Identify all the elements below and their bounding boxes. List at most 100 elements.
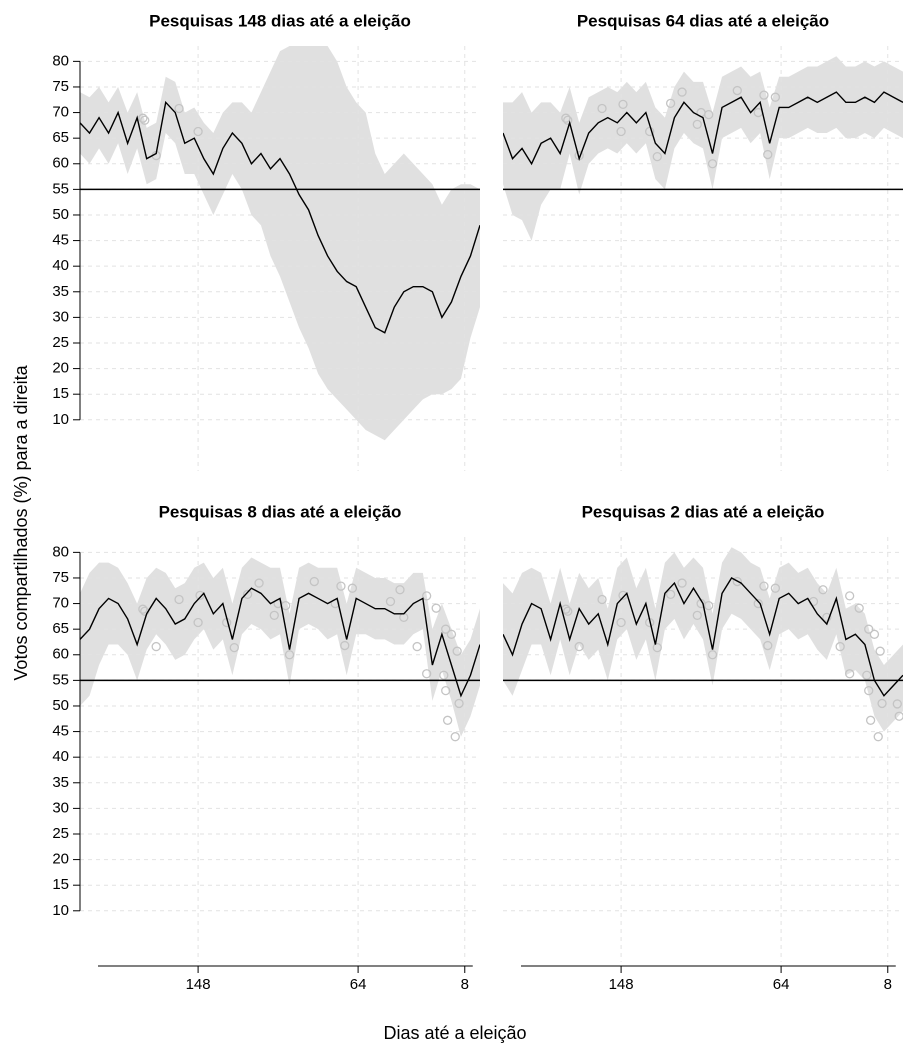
poll-point bbox=[422, 591, 432, 601]
poll-point bbox=[439, 670, 449, 680]
y-axis-label: Votos compartilhados (%) para a direita bbox=[11, 364, 31, 680]
poll-point bbox=[862, 670, 872, 680]
poll-point bbox=[845, 669, 855, 679]
panel-title: Pesquisas 2 dias até a eleição bbox=[582, 502, 825, 521]
y-tick-label: 45 bbox=[52, 723, 69, 740]
poll-point bbox=[561, 113, 571, 123]
poll-point bbox=[563, 115, 573, 125]
poll-point bbox=[151, 641, 161, 652]
poll-point bbox=[835, 641, 845, 652]
poll-point bbox=[452, 646, 462, 656]
y-tick-label: 30 bbox=[52, 308, 69, 325]
poll-point bbox=[763, 149, 773, 160]
poll-point bbox=[422, 669, 432, 679]
poll-point bbox=[174, 594, 184, 605]
x-tick-label: 64 bbox=[350, 976, 367, 993]
poll-point bbox=[454, 698, 464, 709]
x-tick-label: 148 bbox=[609, 976, 634, 993]
poll-point bbox=[759, 90, 769, 100]
poll-point bbox=[138, 604, 148, 614]
poll-point bbox=[877, 698, 887, 709]
y-tick-label: 75 bbox=[52, 78, 69, 95]
uncertainty-band bbox=[80, 557, 480, 737]
poll-point bbox=[174, 103, 184, 114]
poll-point bbox=[763, 640, 773, 651]
y-tick-label: 10 bbox=[52, 411, 69, 428]
y-tick-label: 70 bbox=[52, 104, 69, 121]
x-tick-label: 148 bbox=[186, 976, 211, 993]
y-tick-label: 25 bbox=[52, 825, 69, 842]
poll-point bbox=[692, 610, 702, 620]
y-tick-label: 55 bbox=[52, 180, 69, 197]
poll-point bbox=[845, 591, 855, 601]
y-tick-label: 45 bbox=[52, 232, 69, 249]
poll-point bbox=[822, 612, 832, 623]
poll-point bbox=[894, 711, 903, 721]
estimate-line bbox=[80, 587, 480, 698]
poll-point bbox=[597, 594, 607, 605]
poll-point bbox=[818, 585, 828, 595]
poll-point bbox=[229, 642, 239, 653]
poll-point bbox=[254, 578, 264, 588]
poll-point bbox=[753, 598, 763, 609]
poll-point bbox=[770, 92, 781, 102]
uncertainty-band bbox=[80, 46, 480, 441]
panel-title: Pesquisas 8 dias até a eleição bbox=[159, 502, 402, 521]
poll-point bbox=[441, 624, 451, 634]
y-tick-label: 50 bbox=[52, 206, 69, 223]
poll-point bbox=[140, 115, 150, 125]
poll-point bbox=[677, 87, 687, 97]
panel-title: Pesquisas 148 dias até a eleição bbox=[149, 11, 411, 30]
y-tick-label: 30 bbox=[52, 799, 69, 816]
estimate-line bbox=[503, 577, 903, 697]
y-tick-label: 75 bbox=[52, 569, 69, 586]
y-tick-label: 65 bbox=[52, 620, 69, 637]
poll-point bbox=[665, 98, 676, 108]
poll-point bbox=[875, 646, 885, 656]
poll-point bbox=[704, 600, 714, 611]
x-tick-label: 8 bbox=[461, 976, 469, 993]
poll-point bbox=[340, 640, 350, 651]
x-tick-label: 64 bbox=[773, 976, 790, 993]
y-tick-label: 80 bbox=[52, 543, 69, 560]
poll-point bbox=[732, 576, 742, 587]
poll-point bbox=[269, 610, 279, 620]
estimate-line bbox=[503, 91, 903, 166]
panel-title: Pesquisas 64 dias até a eleição bbox=[577, 11, 829, 30]
poll-point bbox=[732, 85, 742, 96]
poll-point bbox=[770, 583, 781, 593]
poll-point bbox=[309, 576, 319, 587]
y-tick-label: 65 bbox=[52, 129, 69, 146]
poll-point bbox=[395, 585, 405, 595]
poll-point bbox=[864, 685, 874, 696]
poll-point bbox=[759, 581, 769, 591]
poll-point bbox=[616, 617, 626, 628]
y-tick-label: 50 bbox=[52, 697, 69, 714]
poll-point bbox=[677, 578, 687, 588]
poll-point bbox=[193, 617, 203, 628]
poll-point bbox=[869, 629, 880, 639]
x-tick-label: 8 bbox=[884, 976, 892, 993]
y-tick-label: 20 bbox=[52, 360, 69, 377]
poll-point bbox=[865, 715, 876, 725]
plot-area bbox=[503, 46, 903, 471]
poll-point bbox=[597, 103, 607, 114]
poll-point bbox=[385, 596, 396, 607]
y-tick-label: 40 bbox=[52, 748, 69, 765]
poll-point bbox=[707, 159, 718, 169]
y-tick-label: 60 bbox=[52, 155, 69, 172]
y-tick-label: 20 bbox=[52, 851, 69, 868]
y-tick-label: 35 bbox=[52, 774, 69, 791]
y-tick-label: 80 bbox=[52, 52, 69, 69]
y-tick-label: 40 bbox=[52, 257, 69, 274]
poll-point bbox=[284, 650, 295, 660]
estimate-line bbox=[80, 100, 480, 334]
x-axis-label: Dias até a eleição bbox=[383, 1023, 526, 1043]
y-tick-label: 15 bbox=[52, 876, 69, 893]
plot-area bbox=[80, 537, 480, 962]
poll-point bbox=[707, 650, 718, 660]
poll-point bbox=[442, 715, 453, 725]
y-tick-label: 10 bbox=[52, 902, 69, 919]
poll-point bbox=[704, 109, 714, 120]
